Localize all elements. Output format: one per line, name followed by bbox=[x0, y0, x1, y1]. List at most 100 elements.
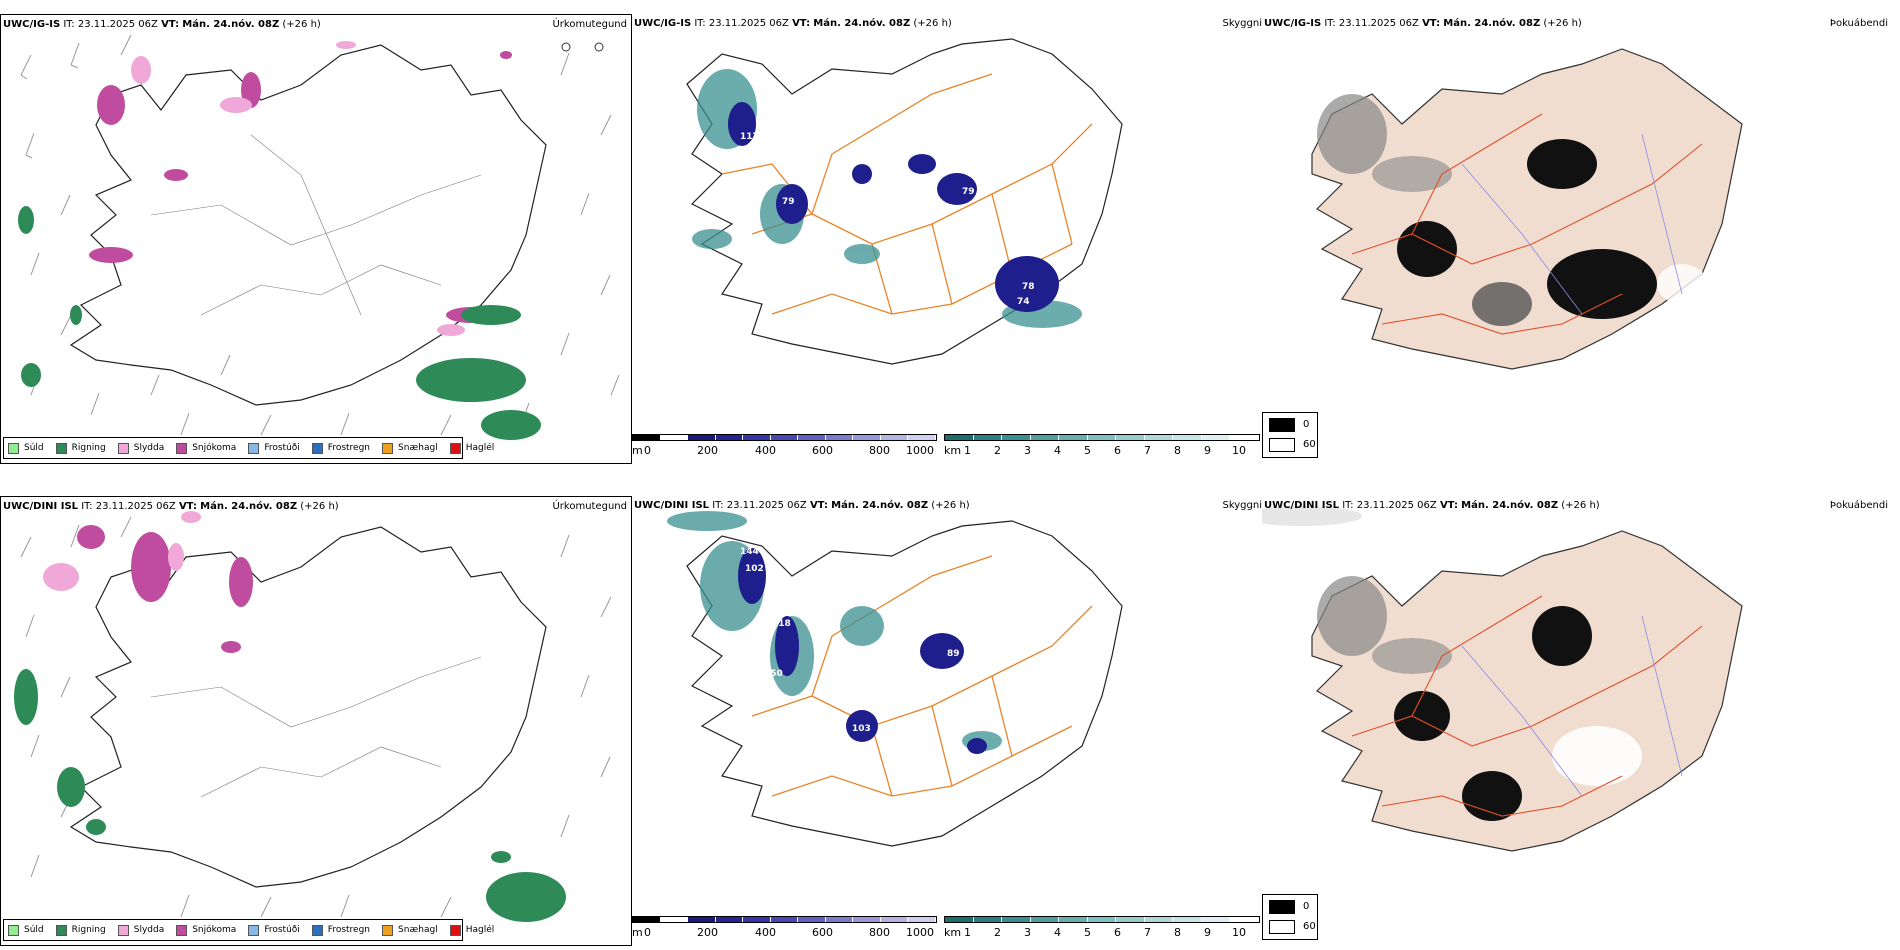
rain-areas bbox=[14, 669, 566, 922]
ceiling-label: 133 bbox=[802, 237, 821, 247]
fog-map-bottom bbox=[1262, 506, 1743, 852]
ceiling-scale: m 0 200 400 600 800 1000 bbox=[632, 916, 942, 946]
panel-header: UWC/IG-IS IT: 23.11.2025 06Z VT: Mán. 24… bbox=[1264, 18, 1582, 29]
panel-title-fog: Þokuábendi bbox=[1829, 500, 1888, 511]
fog-legend-label: 60 bbox=[1303, 439, 1316, 450]
visibility-unit: km bbox=[944, 444, 962, 457]
ceiling-tick: 400 bbox=[755, 926, 776, 939]
precip-map-top bbox=[18, 34, 620, 440]
visibility-map-top: 96 117 79 196 79 78 74 133 bbox=[686, 38, 1123, 365]
ceiling-tick: 600 bbox=[812, 444, 833, 457]
visibility-tick: 5 bbox=[1084, 444, 1091, 457]
ceiling-tick: 800 bbox=[869, 926, 890, 939]
ceiling-label: 118 bbox=[772, 619, 791, 629]
ceiling-label: 103 bbox=[852, 724, 871, 734]
ceiling-label: 89 bbox=[947, 649, 960, 659]
visibility-tick: 6 bbox=[1114, 926, 1121, 939]
ceiling-label: 96 bbox=[760, 87, 773, 97]
road-network bbox=[751, 555, 1093, 797]
visibility-tick: 2 bbox=[994, 444, 1001, 457]
snow-areas bbox=[89, 51, 512, 323]
ceiling-label: 79 bbox=[782, 197, 795, 207]
visibility-tick: 3 bbox=[1024, 926, 1031, 939]
legend-item-freezing-drizzle: Frostúði bbox=[248, 924, 300, 936]
visibility-panel-top: 96 117 79 196 79 78 74 133 UWC/IG-IS IT:… bbox=[632, 14, 1262, 464]
legend-item-hail: Haglél bbox=[449, 924, 494, 936]
iceland-outline bbox=[69, 526, 547, 888]
ceiling-label: 179 bbox=[767, 601, 786, 611]
legend-item-snow: Snjókoma bbox=[176, 442, 236, 454]
panel-title-precip: Úrkomutegund bbox=[552, 501, 627, 512]
ceiling-label: 150 bbox=[764, 669, 783, 679]
visibility-tick: 10 bbox=[1232, 926, 1246, 939]
panel-title-visibility: Skyggni bbox=[1222, 500, 1262, 511]
rain-areas bbox=[18, 206, 541, 440]
visibility-tick: 8 bbox=[1174, 926, 1181, 939]
low-ceiling-areas bbox=[728, 102, 1059, 312]
visibility-tick: 3 bbox=[1024, 444, 1031, 457]
ceiling-label: 79 bbox=[962, 187, 975, 197]
panel-title-visibility: Skyggni bbox=[1222, 18, 1262, 29]
visibility-tick: 9 bbox=[1204, 444, 1211, 457]
ceiling-label: 74 bbox=[1017, 297, 1030, 307]
legend-item-drizzle: Súld bbox=[8, 924, 44, 936]
fog-panel-top: UWC/IG-IS IT: 23.11.2025 06Z VT: Mán. 24… bbox=[1262, 14, 1892, 464]
visibility-tick: 1 bbox=[964, 444, 971, 457]
ceiling-label: 196 bbox=[942, 219, 961, 229]
visibility-colorbar bbox=[944, 916, 1260, 923]
visibility-scale: km 1 2 3 4 5 6 7 8 9 10 bbox=[944, 916, 1260, 946]
panel-header: UWC/DINI ISL IT: 23.11.2025 06Z VT: Mán.… bbox=[3, 501, 339, 512]
precip-type-panel-bottom: UWC/DINI ISL IT: 23.11.2025 06Z VT: Mán.… bbox=[0, 496, 632, 946]
fog-areas bbox=[1262, 506, 1642, 821]
legend-item-rain: Rigning bbox=[55, 442, 106, 454]
low-visibility-areas bbox=[667, 511, 1002, 751]
legend-item-sleet: Slydda bbox=[117, 924, 164, 936]
visibility-tick: 5 bbox=[1084, 926, 1091, 939]
wind-barbs bbox=[20, 34, 620, 436]
legend-item-drizzle: Súld bbox=[8, 442, 44, 454]
visibility-colorbar bbox=[944, 434, 1260, 441]
sleet-areas bbox=[131, 41, 465, 336]
visibility-tick: 4 bbox=[1054, 444, 1061, 457]
legend-item-sleet: Slydda bbox=[117, 442, 164, 454]
fog-legend-label: 0 bbox=[1303, 901, 1310, 912]
ceiling-unit: m bbox=[632, 444, 643, 457]
precip-legend: Súld Rigning Slydda Snjókoma Frostúði Fr… bbox=[3, 437, 494, 459]
ceiling-colorbar bbox=[632, 916, 937, 923]
visibility-tick: 9 bbox=[1204, 926, 1211, 939]
ceiling-tick: 200 bbox=[697, 926, 718, 939]
panel-title-fog: Þokuábendi bbox=[1829, 18, 1888, 29]
ceiling-tick: 0 bbox=[644, 926, 651, 939]
fog-areas bbox=[1317, 94, 1707, 326]
ceiling-tick: 600 bbox=[812, 926, 833, 939]
legend-item-snow-pellets: Snæhagl bbox=[382, 442, 438, 454]
fog-map-top bbox=[1311, 48, 1743, 370]
visibility-unit: km bbox=[944, 926, 962, 939]
iceland-outline bbox=[69, 44, 547, 406]
ceiling-tick: 1000 bbox=[906, 926, 934, 939]
visibility-scale: km 1 2 3 4 5 6 7 8 9 10 bbox=[944, 434, 1260, 464]
ceiling-value-labels: 96 117 79 196 79 78 74 133 bbox=[740, 87, 1035, 307]
precip-legend: Súld Rigning Slydda Snjókoma Frostúði Fr… bbox=[3, 919, 494, 941]
visibility-tick: 7 bbox=[1144, 444, 1151, 457]
visibility-tick: 10 bbox=[1232, 444, 1246, 457]
legend-item-freezing-drizzle: Frostúði bbox=[248, 442, 300, 454]
panel-title-precip: Úrkomutegund bbox=[552, 19, 627, 30]
panel-header: UWC/IG-IS IT: 23.11.2025 06Z VT: Mán. 24… bbox=[3, 19, 321, 30]
low-ceiling-areas bbox=[738, 548, 987, 754]
legend-item-freezing-rain: Frostregn bbox=[311, 924, 370, 936]
ceiling-label: 78 bbox=[1022, 282, 1035, 292]
wind-barbs bbox=[20, 516, 612, 918]
visibility-tick: 2 bbox=[994, 926, 1001, 939]
snow-areas bbox=[77, 525, 253, 653]
ceiling-label: 144 bbox=[740, 547, 759, 557]
fog-legend-label: 0 bbox=[1303, 419, 1310, 430]
iceland-land bbox=[1311, 48, 1743, 370]
legend-item-freezing-rain: Frostregn bbox=[311, 442, 370, 454]
ceiling-scale: m 0 200 400 600 800 1000 bbox=[632, 434, 942, 464]
ceiling-tick: 200 bbox=[697, 444, 718, 457]
visibility-panel-bottom: 144 102 179 118 150 103 89 UWC/DINI ISL … bbox=[632, 496, 1262, 946]
visibility-tick: 8 bbox=[1174, 444, 1181, 457]
ceiling-colorbar bbox=[632, 434, 937, 441]
panel-header: UWC/IG-IS IT: 23.11.2025 06Z VT: Mán. 24… bbox=[634, 18, 952, 29]
